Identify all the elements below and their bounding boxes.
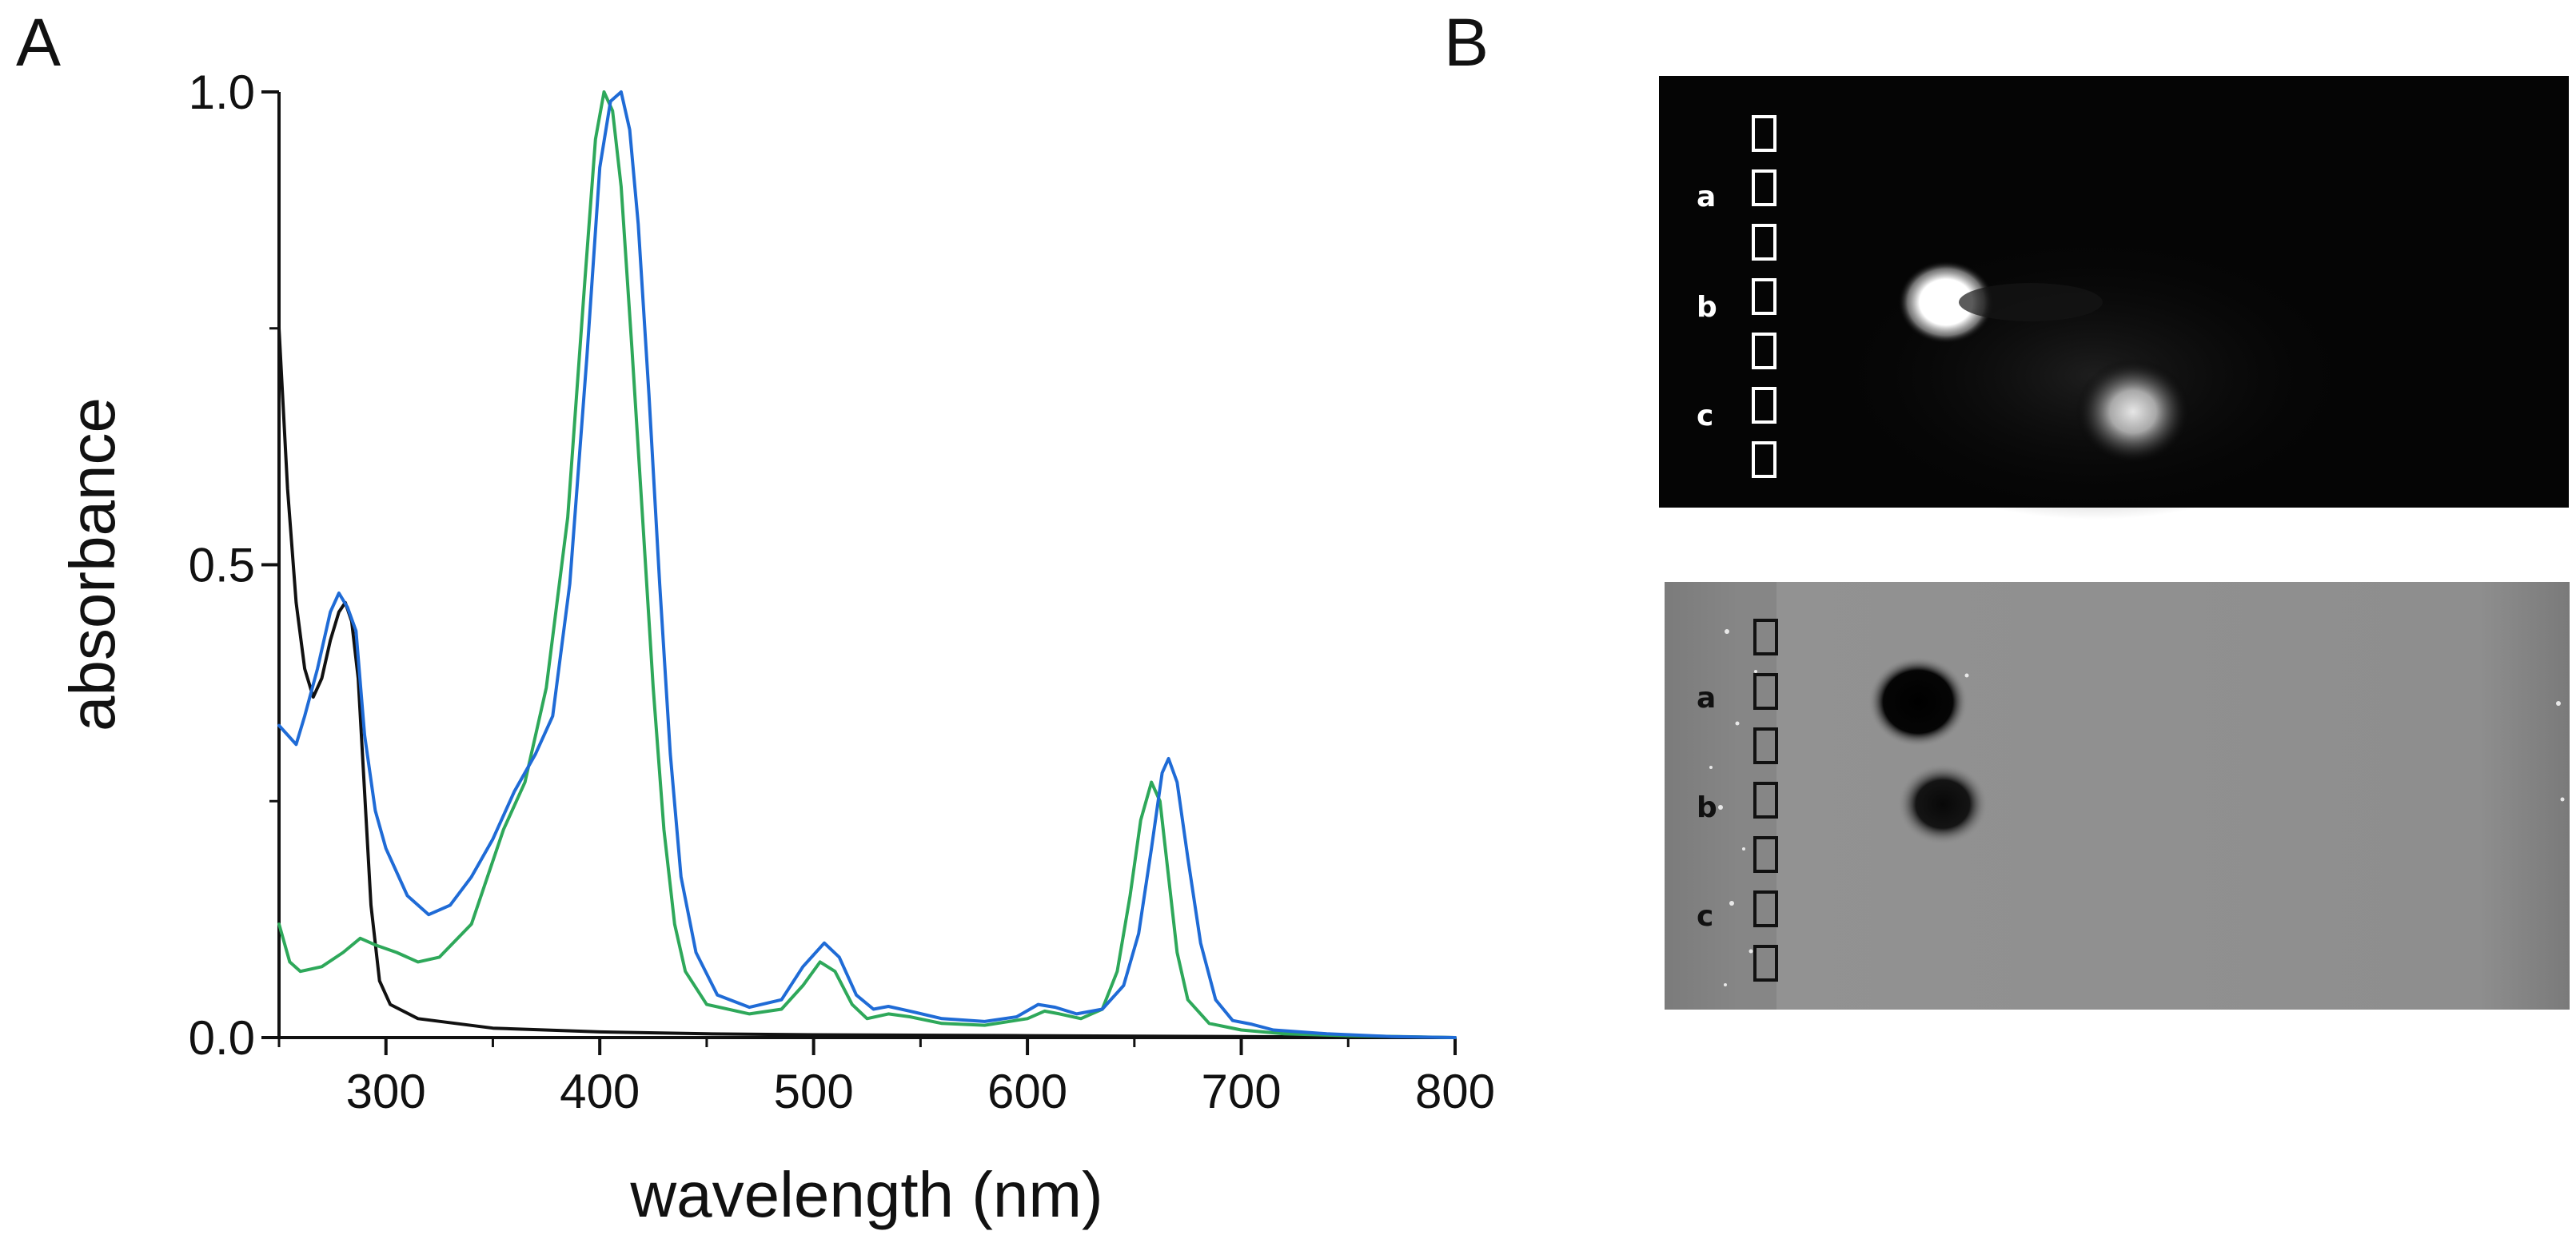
missing-glyph-box (1753, 836, 1778, 873)
x-tick-label-600: 600 (987, 1065, 1067, 1118)
y-tick-label-0.5: 0.5 (189, 539, 255, 592)
x-tick-label-300: 300 (346, 1065, 426, 1118)
x-tick-label-500: 500 (774, 1065, 854, 1118)
spot-b-tail (1959, 283, 2103, 321)
missing-glyph-box (1753, 782, 1778, 819)
missing-glyph-box (1753, 945, 1778, 982)
plate-background (1665, 582, 2570, 1010)
tlc-plate-visible: a b c (1665, 582, 2570, 1010)
baseline-glyphs-bottom (1753, 619, 1778, 982)
x-tick-label-800: 800 (1415, 1065, 1495, 1118)
lane-label-a: a (1697, 181, 1716, 213)
missing-glyph-box (1753, 619, 1778, 655)
y-tick-label-0: 0.0 (189, 1011, 255, 1065)
series-line-green (277, 90, 1457, 1039)
spot-b (1898, 764, 1988, 844)
missing-glyph-box (1752, 441, 1776, 478)
missing-glyph-box (1753, 727, 1778, 764)
absorbance-chart: 300 400 500 600 700 800 0.0 0.5 1.0 wavelength … (57, 66, 1495, 1230)
tlc-plate-fluorescence: a b c (1659, 76, 2569, 520)
lane-label-c: c (1697, 900, 1713, 933)
y-axis-title: absorbance (57, 397, 128, 731)
series-line-black (277, 326, 1457, 1039)
baseline-glyphs-top (1752, 115, 1776, 478)
missing-glyph-box (1752, 115, 1776, 152)
spot-c (2076, 359, 2191, 464)
missing-glyph-box (1752, 278, 1776, 315)
panel-label-a: A (16, 5, 61, 80)
x-tick-label-700: 700 (1201, 1065, 1281, 1118)
spot-a (1868, 657, 1968, 747)
plate-speckles (1709, 629, 2565, 986)
missing-glyph-box (1752, 387, 1776, 424)
missing-glyph-box (1752, 333, 1776, 369)
missing-glyph-box (1752, 169, 1776, 206)
missing-glyph-box (1753, 673, 1778, 710)
missing-glyph-box (1753, 890, 1778, 927)
series-line-blue (277, 90, 1457, 1039)
lane-label-c: c (1697, 400, 1713, 432)
x-tick-label-400: 400 (560, 1065, 640, 1118)
lane-label-b: b (1697, 791, 1717, 824)
x-axis-title: wavelength (nm) (629, 1159, 1103, 1230)
panel-label-b: B (1444, 5, 1489, 80)
y-tick-label-1: 1.0 (189, 66, 255, 119)
missing-glyph-box (1752, 224, 1776, 261)
lane-label-a: a (1697, 682, 1716, 715)
spot-b (1898, 261, 1994, 344)
lane-label-b: b (1697, 291, 1717, 324)
